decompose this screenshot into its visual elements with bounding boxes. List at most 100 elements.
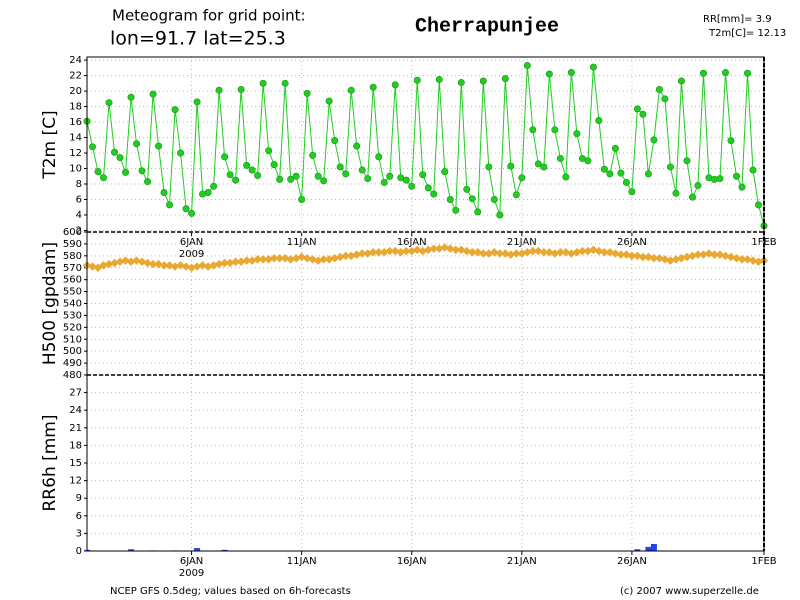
x-tick-label: 16JAN: [397, 237, 427, 248]
x-tick-label: 16JAN: [397, 556, 427, 567]
y-tick-label: 10: [69, 164, 82, 175]
point: [358, 166, 366, 174]
point: [374, 248, 383, 257]
point: [435, 244, 444, 253]
y-axis-title: H500 [gpdam]: [40, 242, 60, 365]
point: [159, 261, 169, 270]
point: [335, 252, 345, 262]
y-tick-label: 490: [63, 358, 82, 369]
point: [484, 249, 494, 258]
point: [138, 167, 146, 175]
point: [738, 183, 746, 191]
point: [435, 75, 443, 83]
x-tick-label: 11JAN: [287, 556, 317, 567]
y-tick-label: 21: [69, 423, 82, 434]
footer-copyright: (c) 2007 www.superzelle.de: [620, 586, 759, 597]
point: [474, 208, 482, 216]
point: [379, 248, 389, 257]
point: [666, 256, 675, 265]
point: [622, 178, 630, 186]
point: [214, 259, 224, 269]
point: [440, 243, 450, 252]
point: [402, 176, 410, 184]
point: [353, 142, 361, 150]
point: [721, 68, 729, 76]
point: [452, 206, 460, 214]
bar: [634, 549, 641, 551]
point: [677, 77, 685, 85]
point: [424, 245, 433, 255]
y-tick-label: 24: [69, 55, 82, 66]
point: [115, 257, 125, 267]
point: [154, 259, 163, 269]
point: [485, 163, 493, 171]
point: [314, 172, 322, 180]
y-tick-label: 12: [69, 476, 82, 487]
point: [116, 154, 124, 162]
point: [457, 79, 465, 87]
y-tick-label: 18: [69, 440, 82, 451]
y-tick-label: 480: [63, 370, 82, 381]
x-tick-label: 6JAN: [180, 237, 203, 248]
point: [182, 205, 190, 213]
bar: [650, 543, 657, 551]
point: [342, 170, 350, 178]
point: [99, 261, 108, 270]
point: [155, 142, 163, 150]
point: [298, 195, 306, 203]
point: [451, 245, 461, 255]
point: [357, 249, 367, 258]
point: [545, 70, 553, 78]
bar: [221, 549, 228, 551]
point: [457, 245, 466, 255]
point: [308, 255, 317, 264]
point: [225, 258, 235, 268]
point: [589, 63, 597, 71]
point: [232, 176, 240, 184]
point: [386, 172, 394, 180]
point: [88, 262, 97, 271]
point: [122, 168, 130, 176]
point: [660, 255, 670, 264]
point: [748, 256, 758, 265]
point: [286, 255, 295, 264]
point: [446, 195, 454, 203]
point: [391, 81, 399, 89]
point: [210, 182, 218, 190]
point: [209, 261, 218, 270]
point: [215, 86, 223, 94]
point: [401, 246, 411, 256]
y-axis-title: RR6h [mm]: [40, 414, 60, 511]
point: [247, 256, 257, 265]
point: [600, 165, 608, 173]
point: [655, 86, 663, 94]
point: [352, 250, 361, 259]
point: [666, 163, 674, 171]
y-tick-label: 22: [69, 71, 82, 82]
point: [192, 262, 202, 271]
x-tick-label: 21JAN: [507, 556, 537, 567]
point: [749, 166, 757, 174]
y-tick-label: 4: [76, 210, 82, 221]
point: [264, 255, 273, 264]
y-tick-label: 6: [76, 194, 82, 205]
point: [171, 106, 179, 114]
point: [716, 175, 724, 183]
point: [243, 161, 251, 169]
point: [490, 248, 499, 257]
point: [727, 137, 735, 145]
point: [111, 148, 119, 156]
point: [104, 259, 114, 269]
point: [611, 144, 619, 152]
point: [584, 157, 592, 165]
point: [562, 173, 570, 181]
point: [324, 255, 334, 264]
point: [446, 244, 455, 253]
point: [408, 182, 416, 190]
y-axis-title: T2m [C]: [40, 110, 60, 179]
point: [258, 255, 268, 264]
point: [595, 116, 603, 124]
point: [347, 86, 355, 94]
point: [181, 262, 191, 271]
point: [170, 262, 180, 271]
